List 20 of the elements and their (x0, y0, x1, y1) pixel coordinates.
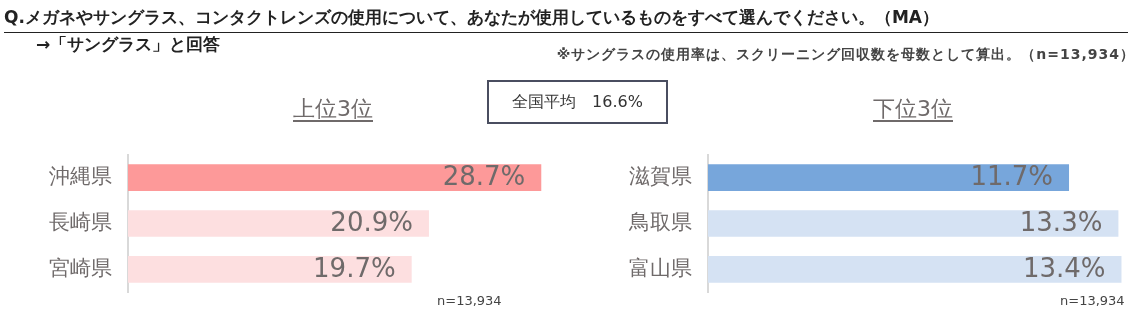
data-label: 11.7% (970, 161, 1054, 192)
data-label: 19.7% (313, 253, 396, 284)
y-tick-label: 滋賀県 (629, 164, 692, 189)
y-tick-label: 沖縄県 (49, 164, 112, 189)
chart-title: 下位3位 (873, 95, 953, 123)
y-tick-label: 富山県 (629, 255, 692, 280)
chart-title: 上位3位 (293, 95, 373, 123)
text: Q.メガネやサングラス、コンタクトレンズの使用について、あなたが使用しているものをすべて選んでください。（MA） (4, 6, 1128, 33)
data-label: 13.3% (1019, 207, 1103, 238)
text: ※サングラスの使用率は、スクリーニング回収数を母数として算出。（n=13,934） (556, 46, 1135, 64)
data-label: 20.9% (330, 207, 413, 238)
annotation: n=13,934 (437, 293, 502, 308)
annotation: n=13,934 (1060, 293, 1125, 308)
y-tick-label: 長崎県 (49, 209, 112, 234)
data-label: 28.7% (442, 161, 526, 192)
text: →「サングラス」と回答 (36, 33, 221, 56)
data-label: 13.4% (1022, 253, 1106, 284)
y-tick-label: 宮崎県 (49, 255, 112, 280)
text: 全国平均 16.6% (487, 80, 668, 124)
y-tick-label: 鳥取県 (628, 209, 692, 234)
